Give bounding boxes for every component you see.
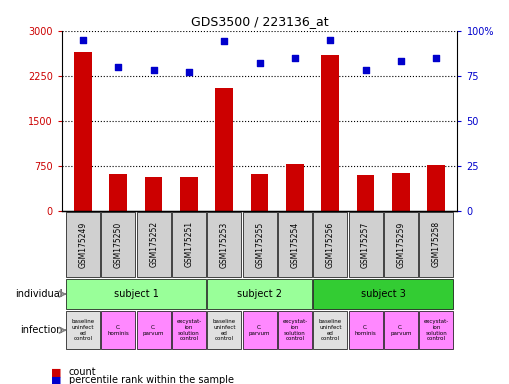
- Text: C.
parvum: C. parvum: [249, 325, 270, 336]
- Text: individual: individual: [15, 289, 63, 299]
- FancyBboxPatch shape: [172, 212, 206, 277]
- FancyBboxPatch shape: [349, 212, 383, 277]
- FancyBboxPatch shape: [66, 279, 206, 309]
- FancyBboxPatch shape: [207, 311, 241, 349]
- Point: [326, 36, 334, 43]
- Text: subject 1: subject 1: [114, 289, 158, 299]
- Bar: [392, 173, 410, 211]
- Text: GSM175252: GSM175252: [149, 221, 158, 267]
- Text: baseline
uninfect
ed
control: baseline uninfect ed control: [71, 319, 95, 341]
- Text: ■: ■: [51, 367, 62, 377]
- FancyBboxPatch shape: [278, 212, 312, 277]
- Point: [79, 36, 87, 43]
- FancyBboxPatch shape: [207, 279, 312, 309]
- Text: GSM175251: GSM175251: [184, 221, 193, 267]
- Bar: [286, 164, 304, 211]
- Bar: [428, 165, 445, 211]
- Point: [256, 60, 264, 66]
- Text: excystat-
ion
solution
control: excystat- ion solution control: [176, 319, 202, 341]
- Text: subject 3: subject 3: [361, 289, 406, 299]
- FancyBboxPatch shape: [314, 212, 347, 277]
- Bar: [180, 177, 198, 211]
- Text: count: count: [69, 367, 96, 377]
- FancyBboxPatch shape: [66, 311, 100, 349]
- FancyBboxPatch shape: [101, 311, 135, 349]
- Point: [397, 58, 405, 65]
- Text: C.
hominis: C. hominis: [355, 325, 377, 336]
- Text: excystat-
ion
solution
control: excystat- ion solution control: [282, 319, 307, 341]
- Text: GSM175255: GSM175255: [255, 221, 264, 268]
- FancyBboxPatch shape: [384, 212, 418, 277]
- Bar: [145, 177, 162, 211]
- Text: excystat-
ion
solution
control: excystat- ion solution control: [423, 319, 449, 341]
- Bar: [251, 174, 268, 211]
- FancyBboxPatch shape: [207, 212, 241, 277]
- FancyBboxPatch shape: [243, 311, 276, 349]
- Bar: [74, 51, 92, 211]
- Title: GDS3500 / 223136_at: GDS3500 / 223136_at: [191, 15, 328, 28]
- Text: GSM175257: GSM175257: [361, 221, 370, 268]
- Point: [185, 69, 193, 75]
- Text: C.
parvum: C. parvum: [390, 325, 412, 336]
- Bar: [357, 175, 375, 211]
- Point: [432, 55, 440, 61]
- Text: baseline
uninfect
ed
control: baseline uninfect ed control: [319, 319, 342, 341]
- Bar: [215, 88, 233, 211]
- Text: GSM175249: GSM175249: [78, 221, 88, 268]
- FancyBboxPatch shape: [314, 279, 453, 309]
- FancyBboxPatch shape: [419, 311, 453, 349]
- Text: ■: ■: [51, 375, 62, 384]
- FancyBboxPatch shape: [172, 311, 206, 349]
- Bar: [322, 55, 339, 211]
- Text: GSM175258: GSM175258: [432, 221, 441, 267]
- Text: baseline
uninfect
ed
control: baseline uninfect ed control: [213, 319, 236, 341]
- FancyBboxPatch shape: [349, 311, 383, 349]
- FancyBboxPatch shape: [101, 212, 135, 277]
- Text: GSM175253: GSM175253: [220, 221, 229, 268]
- Point: [220, 38, 229, 45]
- FancyBboxPatch shape: [243, 212, 276, 277]
- Text: GSM175256: GSM175256: [326, 221, 335, 268]
- FancyBboxPatch shape: [66, 212, 100, 277]
- Text: subject 2: subject 2: [237, 289, 282, 299]
- Text: GSM175254: GSM175254: [291, 221, 299, 268]
- FancyBboxPatch shape: [384, 311, 418, 349]
- Text: C.
hominis: C. hominis: [107, 325, 129, 336]
- FancyBboxPatch shape: [137, 212, 171, 277]
- Text: GSM175259: GSM175259: [397, 221, 406, 268]
- Text: C.
parvum: C. parvum: [143, 325, 164, 336]
- Text: percentile rank within the sample: percentile rank within the sample: [69, 375, 234, 384]
- Text: infection: infection: [20, 325, 63, 335]
- Text: GSM175250: GSM175250: [114, 221, 123, 268]
- Point: [361, 67, 370, 73]
- Point: [150, 67, 158, 73]
- FancyBboxPatch shape: [137, 311, 171, 349]
- FancyBboxPatch shape: [314, 311, 347, 349]
- Bar: [109, 174, 127, 211]
- Point: [291, 55, 299, 61]
- Point: [114, 64, 122, 70]
- FancyBboxPatch shape: [278, 311, 312, 349]
- FancyBboxPatch shape: [419, 212, 453, 277]
